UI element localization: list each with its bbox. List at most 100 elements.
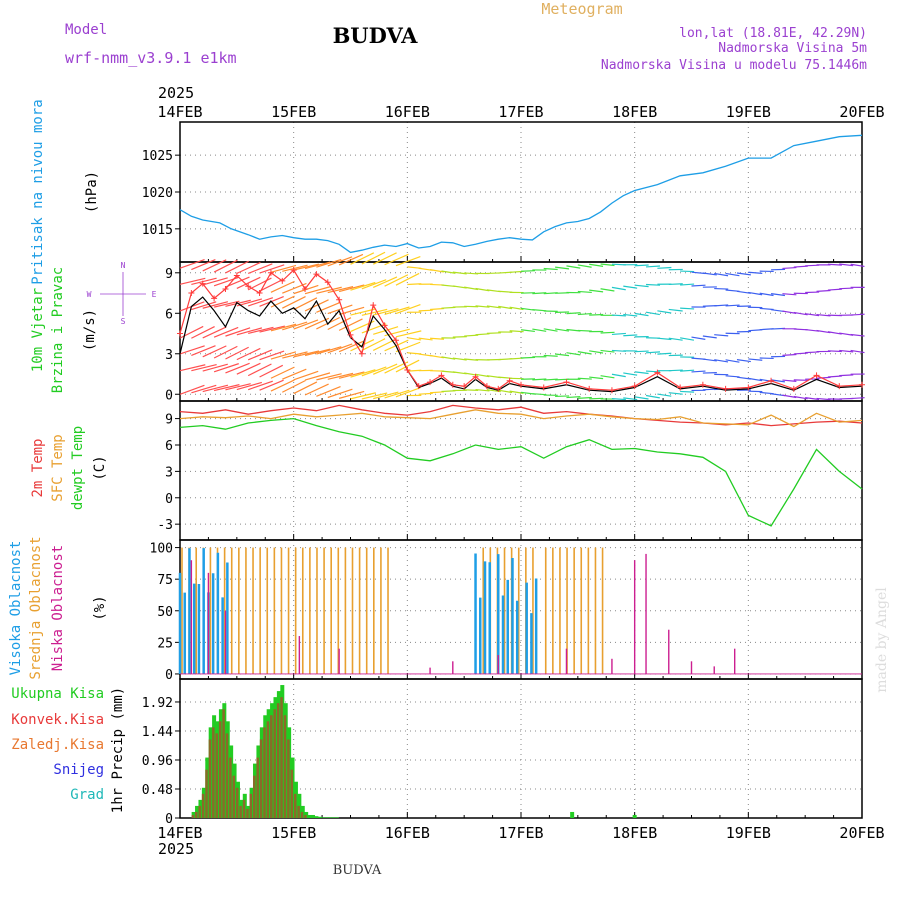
wind-arrow — [361, 392, 388, 400]
wind-arrow — [668, 392, 683, 395]
wind-arrow — [611, 286, 626, 291]
wind-gust-marker — [233, 272, 240, 279]
wind-arrow — [509, 390, 524, 394]
wind-arrow — [282, 321, 308, 331]
wind-arrow — [600, 349, 615, 353]
wind-arrow — [725, 304, 740, 307]
precip-panel: 0 0.48 0.96 1.44 1.92 — [142, 678, 863, 827]
wind-arrow — [589, 313, 604, 316]
convective-precip-bar — [246, 808, 249, 818]
wind-arrow — [304, 261, 331, 270]
convective-precip-bar — [293, 793, 297, 818]
compass-north: N — [121, 261, 126, 270]
wind-gust-marker — [427, 379, 434, 386]
wind-gust-marker — [790, 385, 797, 392]
wind-arrow — [384, 253, 409, 266]
wind-arrow — [338, 340, 364, 353]
wind-arrow — [680, 337, 695, 341]
y-tick-label: 25 — [157, 636, 173, 651]
compass-east: E — [152, 290, 157, 299]
wind-arrow — [498, 305, 513, 310]
wind-arrow — [338, 371, 365, 379]
top-tick-label: 20FEB — [839, 103, 884, 121]
wind-arrow — [247, 263, 273, 275]
wind-gust-marker — [483, 383, 490, 390]
t2m-line — [179, 404, 863, 427]
y-tick-label: 1.92 — [142, 696, 173, 711]
wind-arrow — [191, 326, 215, 339]
wind-arrow — [577, 329, 592, 332]
wind-arrow — [509, 306, 524, 311]
wind-arrow — [338, 253, 364, 266]
wind-arrow — [486, 305, 501, 309]
wind-arrow — [691, 284, 706, 287]
y-tick-label: 9 — [165, 413, 173, 428]
wind-arrow — [668, 308, 683, 312]
wind-arrow — [282, 379, 306, 393]
wind-arrow — [680, 307, 695, 310]
wind-gust-marker — [404, 366, 411, 373]
y-tick-label: 0 — [165, 812, 173, 827]
wind-arrow — [736, 359, 751, 363]
wind-arrow — [464, 389, 479, 392]
coords-label: lon,lat (18.81E, 42.29N) — [679, 26, 867, 41]
convective-precip-bar — [256, 757, 259, 818]
wind-arrow — [475, 305, 490, 308]
wind-arrow — [213, 384, 240, 392]
wind-arrow — [259, 379, 284, 391]
total-precip-bar — [328, 817, 333, 818]
wind-gust-marker — [415, 383, 422, 390]
wind-arrow — [646, 283, 661, 286]
cloud-unit: (%) — [92, 595, 108, 620]
wind-arrow — [361, 338, 386, 351]
top-tick-label: 18FEB — [612, 103, 657, 121]
convective-precip-bar — [273, 709, 276, 818]
wind-arrow — [248, 326, 274, 335]
wind-arrow — [293, 284, 319, 295]
wind-arrow — [259, 325, 286, 333]
convective-precip-bar — [239, 805, 242, 818]
y-tick-label: 3 — [165, 348, 173, 363]
wind-arrow — [225, 383, 251, 391]
wind-arrow — [304, 372, 331, 381]
wind-arrow — [850, 349, 865, 354]
wind-arrow — [532, 378, 547, 381]
y-tick-label: 3 — [165, 465, 173, 480]
y-tick-label: 0 — [165, 492, 173, 507]
wind-arrow — [179, 259, 205, 269]
wind-gust-marker — [290, 267, 297, 274]
y-tick-label: 0 — [165, 668, 173, 683]
wind-arrow — [839, 349, 854, 353]
bottom-tick-label: 19FEB — [726, 824, 771, 842]
bottom-time-axis: 14FEB 15FEB 16FEB 17FEB 18FEB 19FEB 20FEB — [157, 824, 884, 842]
station-title: BUDVA — [333, 23, 419, 48]
total-precip-bar — [314, 816, 319, 818]
wind-arrow — [384, 389, 410, 399]
wind-arrow — [839, 287, 854, 290]
wind-arrow — [418, 309, 433, 312]
y-tick-label: 6 — [165, 439, 173, 454]
wind-arrow — [338, 284, 365, 293]
wind-arrow — [555, 353, 570, 357]
wind-arrow — [361, 366, 387, 377]
wind-gust-marker — [177, 330, 183, 337]
wind-arrow — [202, 326, 227, 339]
y-tick-label: 0.96 — [142, 754, 173, 769]
wind-gust-marker — [654, 369, 661, 376]
wind-arrow — [259, 364, 284, 378]
convective-precip-bar — [253, 775, 256, 818]
wind-arrow — [634, 396, 649, 400]
wind-arrow — [373, 308, 399, 316]
wind-arrow — [316, 373, 342, 381]
wind-gust-marker — [540, 384, 547, 391]
wind-arrow — [634, 312, 649, 317]
top-year-label: 2025 — [158, 84, 194, 102]
wind-arrow — [566, 352, 581, 356]
wind-arrow — [714, 287, 729, 290]
convective-precip-bar — [201, 793, 205, 818]
wind-arrow — [361, 279, 387, 290]
wind-arrow — [782, 293, 797, 296]
wind-gust-line — [179, 269, 863, 391]
convective-precip-bar — [208, 739, 212, 818]
convective-precip-bar — [287, 739, 290, 818]
